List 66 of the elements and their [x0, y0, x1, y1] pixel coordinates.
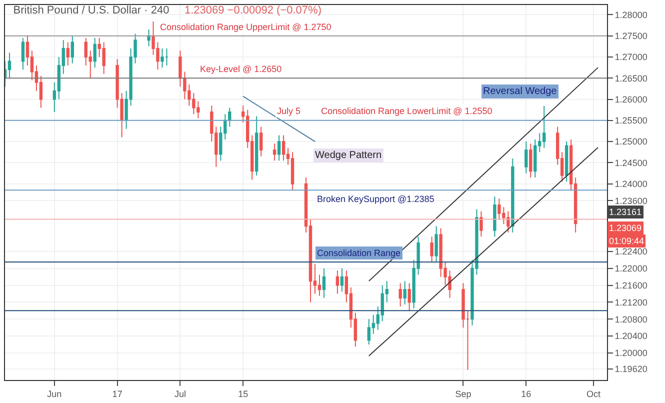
y-tick-label: 1.22000 [614, 264, 648, 274]
candlestick [277, 134, 281, 162]
y-tick-label: 1.25000 [614, 136, 648, 147]
annotation: July 5 [277, 106, 301, 116]
annotation: Consolidation Range LowerLimit @ 1.2550 [321, 106, 492, 116]
x-tick-label: 16 [521, 388, 532, 399]
annotation: Consolidation Range [317, 248, 401, 258]
y-tick-label: 1.28000 [614, 10, 648, 20]
candlestick [93, 37, 96, 68]
y-tick-label: 1.21600 [614, 280, 648, 290]
candlestick [493, 196, 496, 238]
annotation: Key-Level @ 1.2650 [200, 64, 282, 74]
text: 01:09:44 [609, 236, 644, 246]
candlestick [228, 107, 232, 128]
y-tick-label: 1.26000 [614, 94, 648, 104]
candlestick [564, 141, 568, 182]
candlestick [434, 226, 438, 263]
candlestick [336, 270, 340, 294]
y-tick-label: 1.27000 [614, 52, 648, 62]
candlestick [178, 50, 182, 88]
y-tick-label: 1.27500 [614, 31, 648, 42]
y-tick-label: 1.24500 [614, 158, 648, 168]
ref-line-label: 1.23161 [609, 207, 642, 217]
x-tick-label: Jun [47, 388, 62, 399]
candlestick [322, 268, 326, 298]
x-tick-label: 15 [238, 388, 248, 399]
candlestick [511, 158, 514, 233]
candlestick [480, 210, 483, 238]
annotation: Consolidation Range UpperLimit @ 1.2750 [160, 22, 332, 32]
candlestick [290, 152, 294, 191]
x-tick-label: 17 [112, 388, 122, 399]
annotation: Wedge Pattern [315, 150, 382, 161]
x-tick-label: Jul [174, 388, 186, 399]
x-tick-label: Sep [455, 388, 472, 399]
candlestick [403, 280, 406, 305]
candlestick [430, 236, 434, 263]
annotation: Reversal Wedge [483, 86, 558, 97]
annotation: Broken KeySupport @1.2385 [317, 194, 434, 204]
candlestick [70, 35, 74, 64]
x-tick-label: Oct [586, 388, 602, 399]
y-tick-label: 1.23600 [614, 196, 648, 206]
chart-subtitle: 1.23069 −0.00092 (−0.07%) [184, 4, 322, 17]
candlestick [408, 282, 411, 312]
y-tick-label: 1.22400 [614, 246, 648, 257]
y-tick-label: 1.20000 [614, 348, 648, 358]
y-tick-label: 1.21200 [614, 297, 648, 308]
candlestick [259, 126, 263, 157]
y-tick-label: 1.26500 [614, 73, 648, 84]
y-tick-label: 1.19620 [614, 364, 648, 374]
candlestick [160, 48, 164, 68]
chart-title: British Pound / U.S. Dollar · 240 [13, 4, 170, 17]
candlestick [340, 268, 344, 292]
y-tick-label: 1.20400 [614, 331, 648, 342]
candlestick [529, 143, 532, 178]
candlestick [147, 29, 150, 47]
candlestick [66, 42, 70, 66]
text: 1.23069 [609, 223, 642, 233]
y-tick-label: 1.20800 [614, 314, 648, 324]
y-tick-label: 1.24000 [614, 178, 648, 189]
candlestick [398, 282, 402, 307]
candlestick [254, 116, 258, 176]
candlestick [21, 37, 25, 70]
candlestick [282, 134, 286, 162]
y-tick-label: 1.25500 [614, 116, 648, 126]
candlestick [524, 141, 528, 174]
candlestick [272, 143, 276, 162]
